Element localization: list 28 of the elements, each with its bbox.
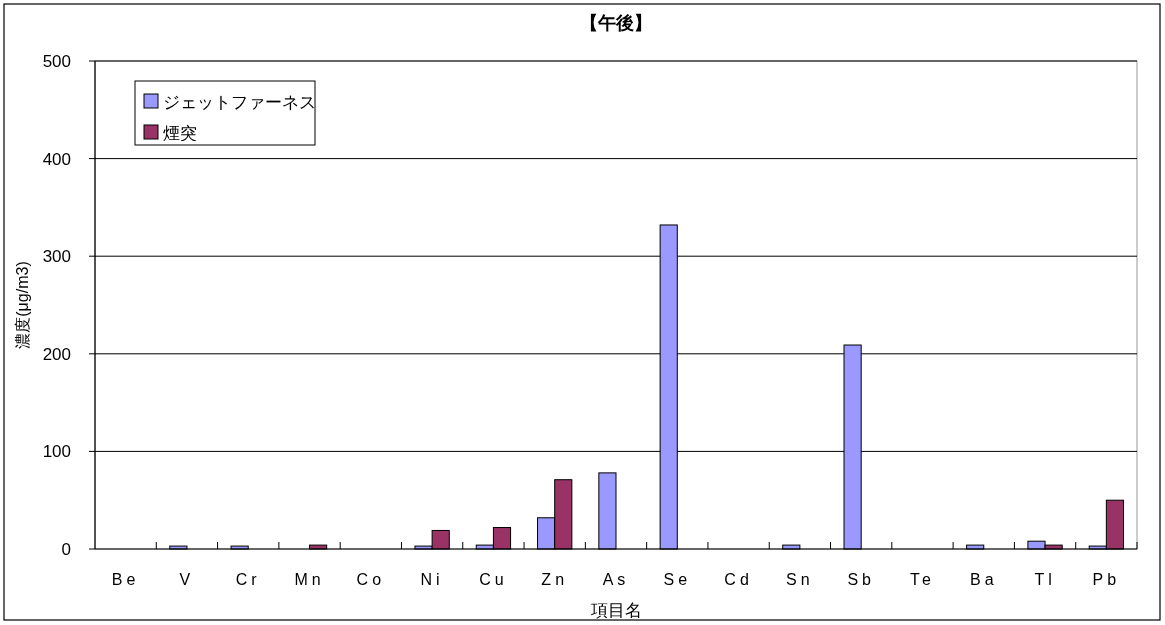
x-tick-label: Te <box>910 571 935 588</box>
x-tick-label: V <box>179 571 195 588</box>
x-tick-label: Mn <box>294 571 325 588</box>
x-tick-label: Tl <box>1034 571 1056 588</box>
x-tick-label: Sn <box>786 571 814 588</box>
y-tick-label: 200 <box>42 344 71 364</box>
y-tick-label: 0 <box>61 540 71 559</box>
x-tick-label: Pb <box>1092 571 1121 588</box>
y-tick-label: 100 <box>42 442 71 462</box>
x-tick-label: Sb <box>847 571 875 588</box>
x-tick-label: Ni <box>420 571 444 588</box>
x-tick-label: Cd <box>724 571 753 588</box>
chart-title: 【午後】 <box>580 13 652 33</box>
y-tick-label: 300 <box>42 247 71 267</box>
y-tick-label: 500 <box>42 52 71 71</box>
x-tick-label: Zn <box>541 571 569 588</box>
y-tick-label: 400 <box>42 149 71 169</box>
x-tick-label: Co <box>356 571 386 588</box>
x-tick-label: Be <box>111 571 140 588</box>
x-tick-label: Cr <box>235 571 261 588</box>
x-axis-title: 項目名 <box>589 601 642 620</box>
x-tick-label: Ba <box>969 571 998 588</box>
x-tick-label: Se <box>663 571 692 588</box>
x-tick-label: Cu <box>479 571 508 588</box>
legend-label: ジェットファーネス <box>163 93 316 112</box>
x-tick-label: As <box>602 571 630 588</box>
y-axis-title: 濃度(μg/m3) <box>14 261 31 349</box>
legend-label: 煙突 <box>163 124 197 143</box>
